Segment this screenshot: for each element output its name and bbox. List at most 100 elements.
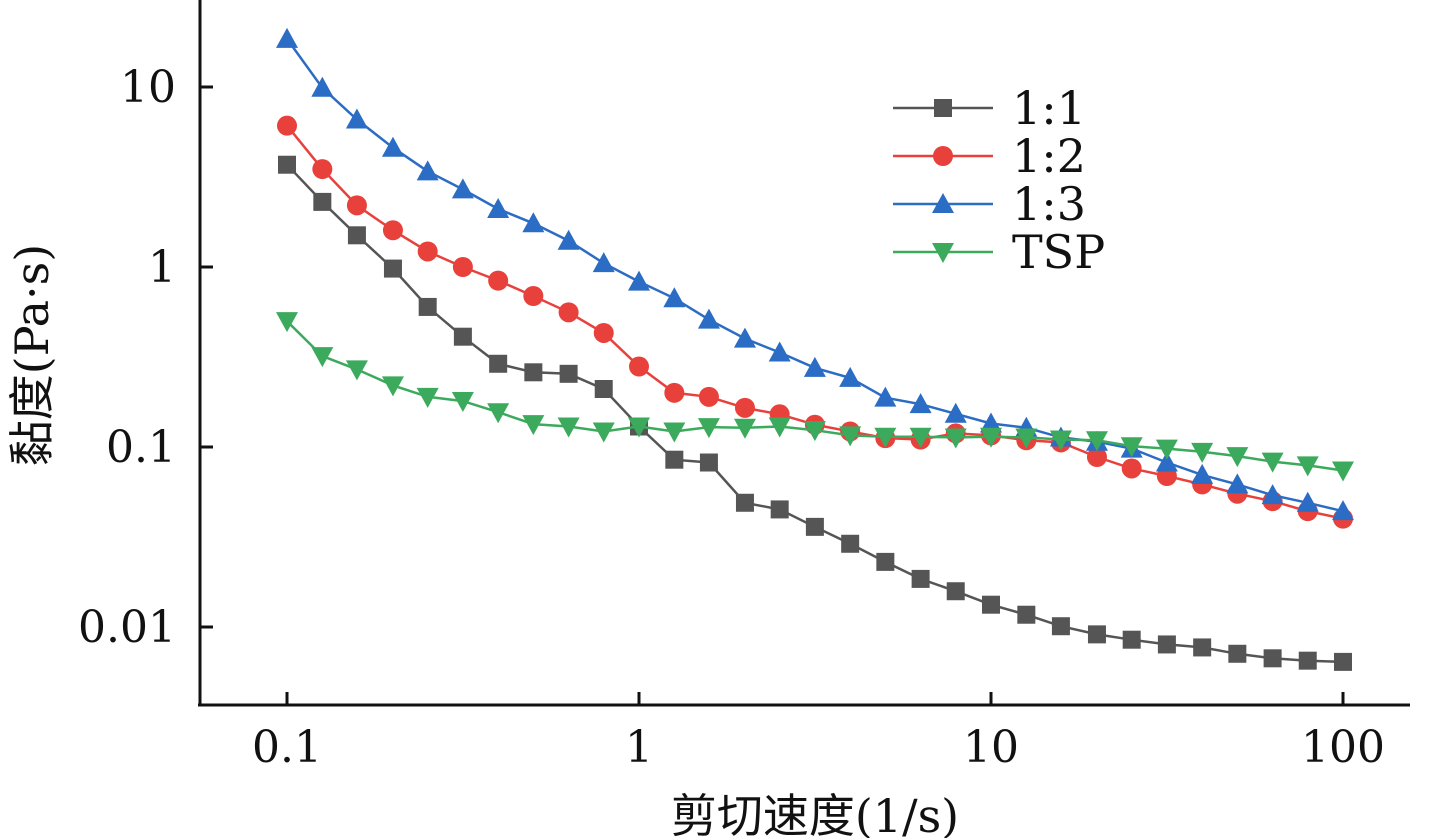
data-point bbox=[699, 453, 718, 472]
data-point bbox=[345, 108, 368, 129]
data-point bbox=[663, 422, 686, 443]
data-point bbox=[276, 312, 298, 333]
data-point bbox=[768, 341, 791, 362]
data-point bbox=[1263, 649, 1282, 668]
data-point bbox=[805, 517, 824, 536]
data-point bbox=[1049, 430, 1072, 451]
data-point bbox=[487, 198, 510, 219]
data-point bbox=[1261, 484, 1284, 505]
legend-marker bbox=[934, 99, 952, 117]
data-point bbox=[559, 364, 578, 383]
data-point bbox=[1334, 652, 1352, 671]
data-point bbox=[944, 428, 967, 449]
data-point bbox=[451, 178, 474, 199]
axes bbox=[198, 0, 1410, 707]
data-point bbox=[276, 27, 298, 48]
data-point bbox=[697, 418, 720, 439]
data-point bbox=[1296, 491, 1319, 512]
data-point bbox=[592, 252, 615, 273]
data-point bbox=[734, 397, 755, 418]
data-point bbox=[841, 534, 860, 553]
y-axis-title: 黏度(Pa·s) bbox=[5, 244, 59, 466]
data-point bbox=[1121, 458, 1142, 479]
data-point bbox=[487, 403, 510, 424]
data-point bbox=[453, 327, 472, 346]
data-point bbox=[594, 380, 613, 399]
legend-label: 1:2 bbox=[1012, 129, 1086, 183]
data-point bbox=[803, 356, 826, 377]
data-point bbox=[1155, 451, 1178, 472]
series-line bbox=[286, 163, 1344, 664]
data-point bbox=[593, 322, 614, 343]
data-point bbox=[1191, 442, 1214, 463]
data-point bbox=[451, 392, 474, 413]
x-tick-label: 10 bbox=[963, 722, 1019, 773]
y-tick-label: 0.1 bbox=[106, 422, 176, 473]
data-point bbox=[1120, 437, 1143, 458]
data-point bbox=[839, 366, 862, 387]
data-point bbox=[1122, 630, 1141, 649]
legend-item: 1:3 bbox=[893, 177, 1086, 231]
data-point bbox=[416, 387, 439, 408]
data-point bbox=[628, 417, 650, 438]
data-point bbox=[980, 427, 1002, 448]
data-point bbox=[1332, 461, 1354, 482]
data-point bbox=[417, 241, 438, 262]
y-tick-label: 0.01 bbox=[78, 602, 176, 653]
data-point bbox=[911, 569, 930, 588]
y-tick-label: 1 bbox=[148, 242, 176, 293]
legend-marker bbox=[932, 193, 954, 213]
data-point bbox=[1085, 431, 1108, 452]
data-point bbox=[839, 426, 862, 447]
data-point bbox=[1226, 447, 1249, 468]
data-point bbox=[1086, 446, 1107, 467]
legend-item: 1:2 bbox=[893, 129, 1086, 183]
data-point bbox=[523, 286, 544, 307]
data-point bbox=[1226, 473, 1249, 494]
data-point bbox=[346, 195, 367, 216]
data-point bbox=[909, 393, 932, 414]
data-point bbox=[1228, 644, 1247, 663]
data-point bbox=[277, 115, 297, 136]
data-point bbox=[345, 360, 368, 381]
y-ticks: 0.01 0.1 1 10 bbox=[78, 62, 213, 653]
data-point bbox=[383, 259, 402, 278]
data-point bbox=[1015, 428, 1038, 449]
data-point bbox=[416, 160, 439, 181]
data-point bbox=[1296, 456, 1319, 477]
data-point bbox=[663, 287, 686, 308]
data-point bbox=[1051, 617, 1070, 636]
data-point bbox=[768, 417, 791, 438]
series-line bbox=[286, 320, 1344, 472]
legend-item: TSP bbox=[893, 225, 1105, 279]
data-point bbox=[946, 582, 965, 601]
data-point bbox=[313, 192, 332, 211]
data-point bbox=[698, 386, 719, 407]
data-point bbox=[489, 354, 508, 373]
data-point bbox=[311, 347, 334, 368]
legend-label: 1:3 bbox=[1012, 177, 1086, 231]
data-point bbox=[770, 500, 789, 519]
data-point bbox=[697, 308, 720, 329]
data-point bbox=[874, 386, 897, 407]
data-point bbox=[1087, 625, 1106, 644]
series-1-1 bbox=[278, 155, 1352, 671]
legend-label: 1:1 bbox=[1012, 81, 1086, 135]
data-point bbox=[1261, 452, 1284, 473]
series-1-3 bbox=[276, 27, 1354, 521]
data-point bbox=[874, 427, 897, 448]
data-point bbox=[522, 415, 545, 436]
series-tsp bbox=[276, 312, 1354, 482]
data-point bbox=[312, 159, 333, 180]
x-axis-title: 剪切速度(1/s) bbox=[671, 789, 959, 838]
data-point bbox=[1157, 635, 1176, 654]
data-point bbox=[381, 136, 404, 157]
y-tick-label: 10 bbox=[120, 62, 176, 113]
data-point bbox=[909, 427, 932, 448]
data-point bbox=[418, 297, 437, 316]
x-tick-label: 1 bbox=[625, 722, 653, 773]
x-ticks: 0.1 1 10 100 bbox=[252, 692, 1385, 773]
data-point bbox=[735, 493, 754, 512]
